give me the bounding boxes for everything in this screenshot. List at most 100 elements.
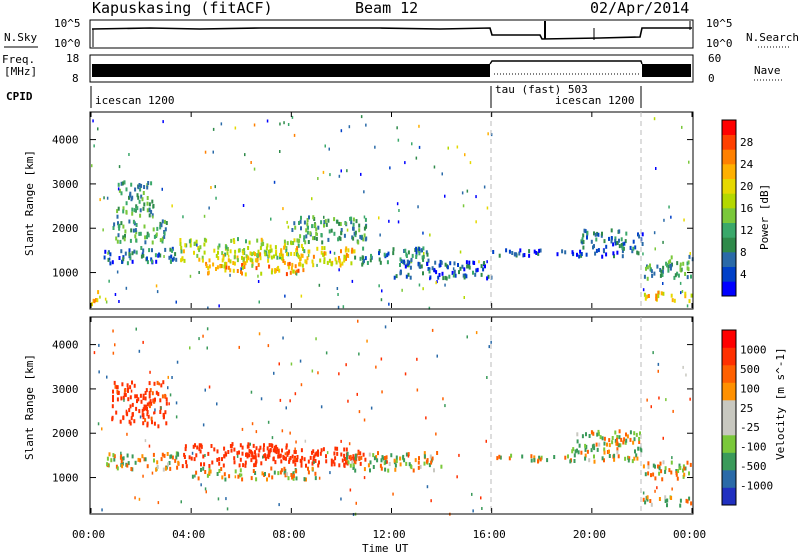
scatter-cell bbox=[191, 474, 194, 479]
scatter-cell bbox=[129, 404, 132, 409]
colorbar-tick-label: -500 bbox=[740, 460, 767, 473]
cpid-entry: icescan 1200 bbox=[95, 94, 174, 107]
scatter-cell bbox=[652, 463, 655, 468]
scatter-cell bbox=[196, 445, 199, 450]
scatter-cell bbox=[243, 261, 245, 265]
scatter-cell bbox=[171, 376, 173, 379]
scatter-cell bbox=[446, 265, 449, 270]
scatter-cell bbox=[679, 281, 682, 285]
scatter-cell bbox=[287, 262, 290, 267]
scatter-cell bbox=[154, 411, 156, 415]
scatter-cell bbox=[222, 463, 225, 468]
scatter-cell bbox=[268, 249, 270, 254]
scatter-cell bbox=[364, 457, 367, 462]
scatter-cell bbox=[288, 457, 291, 462]
x-tick-label: 00:00 bbox=[673, 528, 706, 541]
scatter-cell bbox=[128, 419, 131, 424]
freq-unit: [MHz] bbox=[4, 65, 37, 78]
scatter-cell bbox=[230, 238, 233, 243]
scatter-cell bbox=[253, 463, 256, 468]
scatter-cell bbox=[232, 261, 235, 265]
scatter-cell bbox=[627, 458, 630, 463]
scatter-cell bbox=[137, 457, 140, 462]
scatter-cell bbox=[284, 468, 287, 473]
scatter-cell bbox=[383, 456, 386, 460]
scatter-cell bbox=[142, 253, 145, 258]
scatter-cell bbox=[340, 228, 343, 232]
scatter-cell bbox=[266, 243, 269, 248]
scatter-cell bbox=[363, 418, 366, 422]
scatter-cell bbox=[241, 263, 244, 267]
scatter-cell bbox=[146, 208, 149, 213]
scatter-cell bbox=[423, 451, 426, 456]
scatter-cell bbox=[422, 231, 424, 235]
scatter-cell bbox=[323, 257, 326, 262]
scatter-cell bbox=[280, 468, 283, 473]
scatter-cell bbox=[597, 232, 600, 237]
scatter-cell bbox=[394, 467, 397, 472]
scatter-cell bbox=[175, 455, 178, 460]
scatter-cell bbox=[213, 447, 216, 452]
scatter-cell bbox=[478, 260, 480, 264]
scatter-cell bbox=[689, 252, 691, 255]
scatter-cell bbox=[216, 449, 219, 454]
colorbar-swatch bbox=[722, 208, 736, 223]
colorbar-tick-label: 500 bbox=[740, 363, 760, 376]
scatter-cell bbox=[463, 267, 466, 272]
scatter-cell bbox=[669, 259, 672, 264]
scatter-cell bbox=[144, 457, 147, 462]
scatter-cell bbox=[370, 406, 373, 410]
scatter-cell bbox=[134, 460, 137, 465]
scatter-cell bbox=[463, 296, 465, 299]
scatter-cell bbox=[233, 261, 236, 266]
scatter-cell bbox=[150, 181, 153, 186]
scatter-cell bbox=[669, 266, 672, 271]
nave-label: Nave bbox=[754, 64, 781, 77]
scatter-cell bbox=[393, 458, 396, 463]
scatter-cell bbox=[278, 362, 280, 366]
scatter-cell bbox=[287, 225, 290, 229]
scatter-cell bbox=[214, 185, 216, 189]
scatter-cell bbox=[621, 245, 624, 250]
scatter-cell bbox=[156, 465, 159, 469]
scatter-cell bbox=[584, 443, 587, 448]
scatter-cell bbox=[138, 199, 141, 204]
scatter-cell bbox=[447, 146, 449, 150]
scatter-cell bbox=[162, 120, 164, 124]
scatter-cell bbox=[632, 239, 635, 244]
scatter-cell bbox=[688, 299, 691, 304]
scatter-cell bbox=[293, 449, 296, 454]
scatter-cell bbox=[135, 406, 138, 411]
scatter-cell bbox=[338, 268, 340, 272]
scatter-cell bbox=[296, 246, 299, 251]
scatter-cell bbox=[307, 470, 310, 475]
scatter-cell bbox=[303, 235, 306, 240]
scatter-cell bbox=[305, 463, 307, 468]
scatter-cell bbox=[101, 427, 103, 431]
scatter-cell bbox=[200, 462, 202, 467]
scatter-cell bbox=[603, 436, 606, 441]
scatter-cell bbox=[660, 469, 663, 474]
scatter-cell bbox=[122, 416, 125, 421]
scatter-cell bbox=[561, 249, 564, 254]
scatter-cell bbox=[572, 447, 575, 452]
colorbar-tick-label: 12 bbox=[740, 224, 753, 237]
scatter-cell bbox=[585, 444, 588, 449]
scatter-cell bbox=[148, 394, 151, 399]
scatter-cell bbox=[676, 476, 679, 481]
scatter-cell bbox=[592, 245, 594, 250]
scatter-cell bbox=[483, 185, 486, 189]
scatter-cell bbox=[200, 483, 202, 487]
scatter-cell bbox=[386, 253, 389, 258]
scatter-cell bbox=[399, 263, 401, 267]
scatter-cell bbox=[268, 253, 271, 258]
scatter-cell bbox=[288, 449, 291, 454]
scatter-cell bbox=[312, 236, 315, 241]
scatter-cell bbox=[179, 238, 182, 242]
scatter-cell bbox=[663, 218, 665, 222]
scatter-cell bbox=[649, 263, 651, 268]
colorbar-swatch bbox=[722, 120, 736, 135]
scatter-cell bbox=[670, 470, 673, 475]
scatter-cell bbox=[136, 193, 139, 198]
scatter-cell bbox=[303, 477, 306, 482]
